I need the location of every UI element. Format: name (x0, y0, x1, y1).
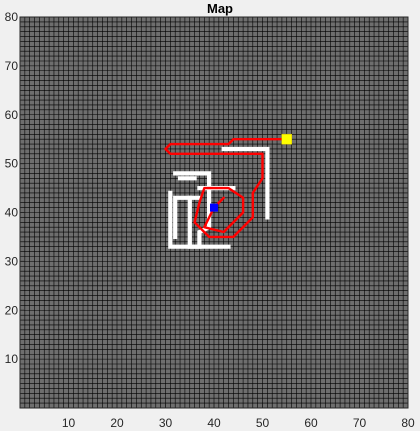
y-tick-label: 40 (5, 206, 19, 220)
plot-area (19, 16, 409, 409)
obstacle-1 (221, 146, 270, 220)
x-tick-label: 10 (62, 416, 76, 430)
y-tick-label: 80 (5, 10, 19, 24)
y-tick-label: 70 (5, 59, 19, 73)
x-tick-label: 50 (256, 416, 270, 430)
start-marker (210, 203, 218, 212)
obstacle-2 (168, 171, 212, 249)
y-tick-label: 20 (5, 303, 19, 317)
y-tick-label: 50 (5, 157, 19, 171)
obstacle-5 (187, 195, 231, 249)
x-tick-label: 80 (401, 416, 415, 430)
y-tick-label: 10 (5, 352, 19, 366)
x-tick-label: 20 (110, 416, 124, 430)
x-tick-label: 60 (304, 416, 318, 430)
y-tick-label: 30 (5, 254, 19, 268)
x-tick-label: 40 (207, 416, 221, 430)
x-axis: 10 20 30 40 50 60 70 80 (62, 404, 415, 430)
path-line (164, 137, 284, 239)
y-tick-label: 60 (5, 108, 19, 122)
grid-lines (19, 16, 409, 409)
y-axis: 10 20 30 40 50 60 70 80 (5, 10, 24, 366)
chart-title: Map (207, 1, 233, 16)
x-tick-label: 70 (353, 416, 367, 430)
x-tick-label: 30 (159, 416, 173, 430)
goal-marker (281, 133, 292, 145)
